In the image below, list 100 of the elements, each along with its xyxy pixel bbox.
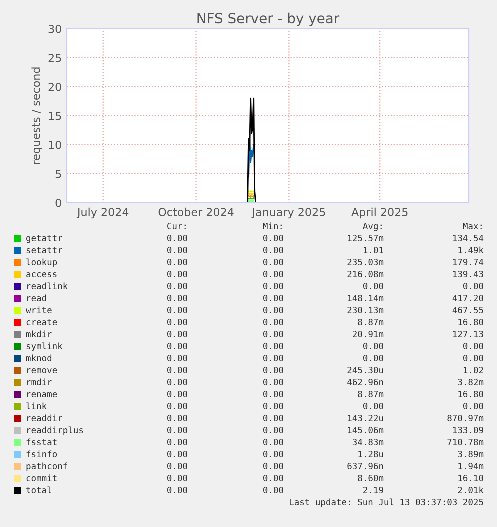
legend-label: total [26,486,52,494]
legend-label: rename [28,392,58,398]
legend-label: mkdir [26,330,52,338]
text: 0.00 [264,378,284,386]
text: 0.00 [264,318,284,326]
text: 0.00 [168,330,188,338]
legend-label: getattr [26,235,63,244]
text: 125.57m [348,234,384,242]
text: 1.28u [358,450,384,458]
text: 16.80 [458,318,484,326]
legend-label: rmdir [28,378,52,386]
text: 0.00 [464,342,484,350]
legend-label: access [26,272,57,278]
chart-title: NFS Server - by year [198,12,340,26]
legend-label: write [26,306,52,314]
y-tick-label: 25 [48,54,62,62]
text: 0.00 [168,294,188,302]
text: 0.00 [464,354,484,362]
text: 0.00 [168,402,188,410]
text: 0.00 [168,258,188,266]
legend-label: lookup [26,258,58,268]
text: 230.13m [348,306,384,314]
legend-label: fsstat [26,438,57,446]
text: 0.00 [364,342,384,350]
legend-label: create [26,319,58,326]
text: 0.00 [168,450,188,458]
legend-label: pathconf [26,462,68,472]
text: 0.00 [264,366,284,374]
text: 0.00 [264,486,284,494]
text: 0.00 [168,438,188,446]
y-tick-label: 15 [49,112,62,120]
text: 0.00 [168,354,188,362]
x-tick-label: January 2025 [252,208,326,219]
text: 0.00 [364,402,384,410]
y-tick-label: 10 [49,140,62,150]
legend-label: read [28,294,46,302]
text: 143.22u [348,414,384,422]
text: 0.00 [264,294,284,302]
text: Last update: Sun Jul 13 03:37:03 2025 [290,498,484,508]
text: 127.13 [453,330,484,338]
legend-label: readdir [28,414,63,422]
text: 245.30u [348,366,384,374]
text: 462.96n [348,378,384,386]
text: 2.19 [364,486,384,494]
text: 710.78m [448,438,484,446]
text: 0.00 [264,234,284,242]
text: 8.60m [358,474,384,482]
text: 2.01k [458,486,484,494]
text: 0.00 [264,282,284,290]
text: 8.87m [358,318,384,326]
text: 3.89m [458,450,484,458]
text: Cur: [168,222,186,230]
text: 0.00 [168,306,188,314]
text: 0.00 [264,414,284,422]
text: 0.00 [364,282,384,290]
text: 0.00 [168,486,188,494]
text: 0.00 [464,402,484,410]
text: 0.00 [264,438,284,446]
legend-label: link [26,402,47,410]
text: 0.00 [168,378,188,386]
text: 1.02 [464,366,484,374]
y-tick-label: 30 [48,24,62,34]
text: 0.00 [168,426,188,434]
text: 467.55 [452,306,484,314]
text: 0.00 [168,390,188,398]
text: 0.00 [264,474,284,482]
text: 0.00 [168,414,188,422]
text: 145.06m [348,426,384,434]
legend-label: remove [28,368,58,374]
text: 0.00 [264,354,284,362]
legend-label: commit [26,474,57,482]
text: 0.00 [264,426,284,434]
text: 0.00 [168,246,188,254]
text: 0.00 [264,246,284,254]
text: 1.49k [458,246,484,254]
y-axis-title: requests / second [32,68,42,164]
text: 0.00 [264,450,284,458]
text: 0.00 [264,390,284,398]
legend-label: fsinfo [26,450,58,458]
text: 0.00 [168,462,188,470]
text: 0.00 [168,318,188,326]
text: 417.20 [452,294,484,302]
text: Max: [463,223,482,230]
text: 16.80 [458,390,484,398]
text: 0.00 [264,258,284,266]
legend-label: setattr [26,247,63,254]
x-tick-label: October 2024 [158,208,234,216]
legend-label: readdirplus [28,426,84,436]
text: 0.00 [168,366,188,374]
x-tick-label: July 2024 [76,208,129,219]
text: 0.00 [264,342,284,350]
text: 148.14m [348,294,384,302]
text: 1.01 [364,246,384,254]
text: 8.87m [358,390,384,398]
text: 16.10 [458,474,484,482]
text: 0.00 [364,354,384,362]
text: 3.82m [458,378,484,386]
legend-label: symlink [26,342,63,352]
legend-label: mknod [26,354,52,362]
text: 133.09 [453,426,484,434]
